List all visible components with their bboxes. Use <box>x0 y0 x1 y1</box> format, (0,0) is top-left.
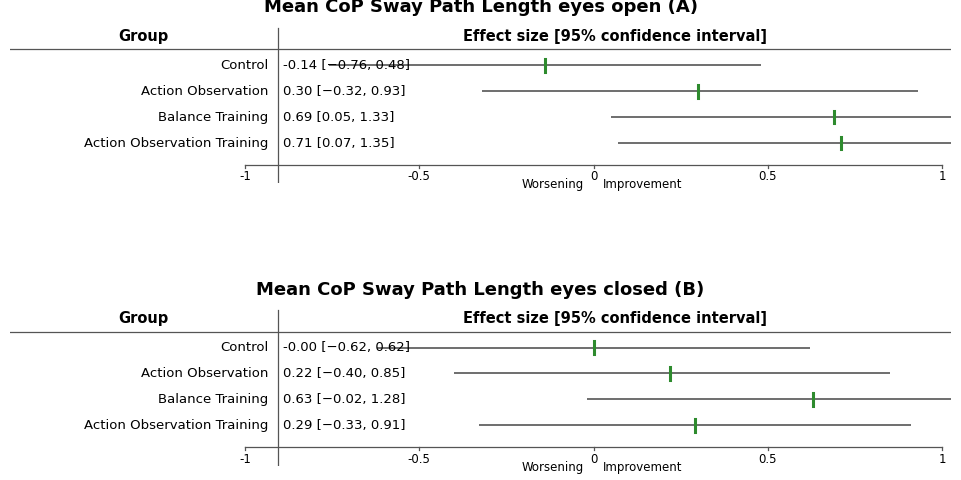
Text: Improvement: Improvement <box>603 179 682 192</box>
Text: Worsening: Worsening <box>522 461 584 474</box>
Text: Action Observation: Action Observation <box>141 84 269 98</box>
Text: Effect size [95% confidence interval]: Effect size [95% confidence interval] <box>462 29 767 44</box>
Text: Action Observation Training: Action Observation Training <box>85 419 269 432</box>
Text: -1: -1 <box>239 453 251 466</box>
Text: 1: 1 <box>938 170 946 183</box>
Text: -0.14 [−0.76, 0.48]: -0.14 [−0.76, 0.48] <box>283 59 409 72</box>
Title: Mean CoP Sway Path Length eyes open (A): Mean CoP Sway Path Length eyes open (A) <box>263 0 698 16</box>
Text: Group: Group <box>119 29 169 44</box>
Text: 0.30 [−0.32, 0.93]: 0.30 [−0.32, 0.93] <box>283 84 406 98</box>
Text: 0.29 [−0.33, 0.91]: 0.29 [−0.33, 0.91] <box>283 419 406 432</box>
Text: -1: -1 <box>239 170 251 183</box>
Text: Action Observation: Action Observation <box>141 367 269 380</box>
Text: 0.22 [−0.40, 0.85]: 0.22 [−0.40, 0.85] <box>283 367 406 380</box>
Text: Control: Control <box>220 341 269 354</box>
Text: -0.5: -0.5 <box>407 170 431 183</box>
Text: 0: 0 <box>590 453 597 466</box>
Text: 0.63 [−0.02, 1.28]: 0.63 [−0.02, 1.28] <box>283 393 406 406</box>
Text: Group: Group <box>119 311 169 326</box>
Text: 1: 1 <box>938 453 946 466</box>
Text: 0.69 [0.05, 1.33]: 0.69 [0.05, 1.33] <box>283 110 394 123</box>
Text: Balance Training: Balance Training <box>159 110 269 123</box>
Text: Effect size [95% confidence interval]: Effect size [95% confidence interval] <box>462 311 767 326</box>
Text: 0.71 [0.07, 1.35]: 0.71 [0.07, 1.35] <box>283 136 394 149</box>
Text: 0.5: 0.5 <box>758 170 777 183</box>
Text: Worsening: Worsening <box>522 179 584 192</box>
Text: Control: Control <box>220 59 269 72</box>
Text: -0.00 [−0.62, 0.62]: -0.00 [−0.62, 0.62] <box>283 341 409 354</box>
Text: Balance Training: Balance Training <box>159 393 269 406</box>
Text: -0.5: -0.5 <box>407 453 431 466</box>
Text: Action Observation Training: Action Observation Training <box>85 136 269 149</box>
Text: Improvement: Improvement <box>603 461 682 474</box>
Title: Mean CoP Sway Path Length eyes closed (B): Mean CoP Sway Path Length eyes closed (B… <box>257 280 704 299</box>
Text: 0: 0 <box>590 170 597 183</box>
Text: 0.5: 0.5 <box>758 453 777 466</box>
